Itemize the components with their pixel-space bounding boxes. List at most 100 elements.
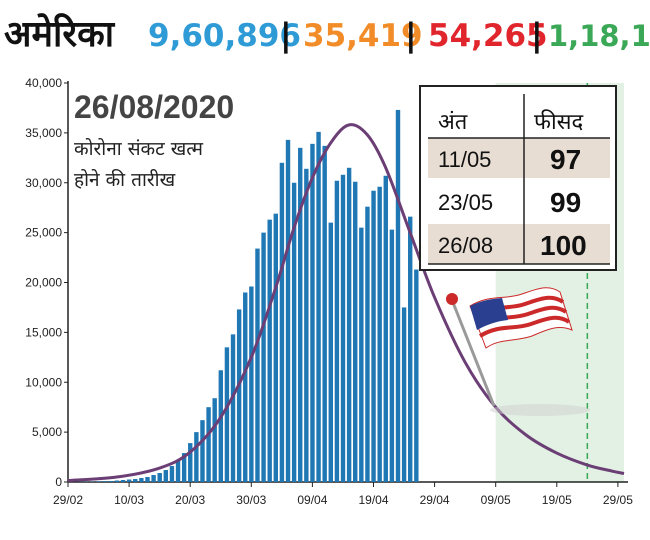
bar — [151, 475, 156, 482]
bar — [408, 216, 413, 483]
bar — [328, 222, 333, 482]
bar — [389, 229, 395, 482]
bar — [273, 213, 278, 483]
y-tick-label: 5,000 — [32, 425, 62, 439]
bar — [133, 479, 138, 482]
bar — [163, 470, 169, 482]
x-tick-label: 20/03 — [175, 493, 205, 507]
table-cell-date: 23/05 — [438, 190, 493, 215]
x-tick-label: 19/04 — [358, 493, 388, 507]
subtitle-line-1: कोरोना संकट खत्म — [74, 137, 204, 160]
chart-title: 26/08/2020 — [74, 89, 234, 125]
bar — [169, 466, 175, 482]
bar — [157, 473, 162, 482]
bar — [304, 168, 309, 482]
bar — [181, 453, 187, 482]
bar — [224, 347, 230, 482]
stat-recovered: 1,18,162 — [548, 19, 650, 53]
bar — [175, 460, 181, 482]
bar — [230, 334, 236, 482]
y-tick-label: 10,000 — [25, 375, 62, 389]
separator: | — [280, 16, 292, 55]
projection-curve — [67, 123, 625, 483]
x-tick-label: 09/04 — [297, 493, 327, 507]
bar — [139, 478, 144, 482]
table-cell-date: 26/08 — [438, 233, 493, 258]
y-tick-label: 25,000 — [25, 226, 62, 240]
stat-new-cases: 54,265 — [428, 18, 548, 54]
y-tick-label: 40,000 — [25, 76, 62, 90]
bar — [401, 307, 407, 482]
bar — [212, 398, 217, 482]
table-row-shade — [428, 224, 610, 264]
bar — [243, 292, 248, 482]
bar — [236, 309, 242, 482]
bar — [188, 443, 193, 482]
end-date-table: अंत फीसद 11/05 97 23/05 99 26/08 100 — [419, 85, 617, 271]
usa-flag-icon — [446, 287, 590, 416]
bar — [334, 180, 340, 482]
bar — [206, 407, 211, 482]
bar — [310, 143, 315, 482]
country-name: अमेरिका — [4, 13, 116, 55]
bar — [298, 147, 303, 482]
x-tick-label: 19/05 — [542, 493, 572, 507]
table-row-shade — [428, 138, 610, 178]
subtitle-line-2: होने की तारीख — [74, 168, 176, 191]
table-cell-percent: 97 — [550, 144, 581, 175]
table-header-end: अंत — [438, 109, 468, 134]
y-tick-label: 15,000 — [25, 325, 62, 339]
bar — [414, 269, 419, 482]
chart-axes: 0 5,000 10,000 15,000 20,000 25,000 30,000 35,0… — [25, 76, 633, 507]
bar — [255, 248, 260, 482]
chart: 0 5,000 10,000 15,000 20,000 25,000 30,000 35,0… — [25, 76, 633, 507]
bar — [120, 480, 126, 482]
table-cell-percent: 99 — [550, 187, 581, 218]
bar — [291, 182, 297, 482]
bar — [200, 420, 205, 482]
header-bar: अमेरिका 9,60,896 | 35,419 | 54,265 | 1,1… — [4, 13, 650, 55]
bar — [96, 481, 101, 482]
bar — [285, 139, 291, 483]
bar — [365, 206, 370, 482]
x-tick-label: 29/02 — [53, 493, 83, 507]
bar — [322, 145, 327, 482]
bar — [383, 175, 388, 482]
x-tick-label: 29/04 — [420, 493, 450, 507]
bar — [353, 181, 358, 482]
bar — [340, 174, 346, 482]
stat-total-cases: 9,60,896 — [148, 18, 301, 54]
bar — [249, 286, 254, 482]
bar — [371, 190, 376, 483]
bar — [126, 479, 132, 482]
table-cell-date: 11/05 — [438, 147, 491, 172]
bar — [359, 227, 364, 482]
bar — [108, 481, 114, 482]
bar — [261, 232, 266, 482]
y-tick-label: 20,000 — [25, 276, 62, 290]
bar — [279, 162, 285, 483]
separator: | — [405, 16, 417, 55]
bar — [194, 432, 199, 482]
y-tick-label: 35,000 — [25, 126, 62, 140]
bar — [102, 481, 107, 482]
x-tick-label: 10/03 — [114, 493, 144, 507]
daily-cases-bars — [71, 109, 419, 483]
separator: | — [531, 16, 543, 55]
stat-deaths: 35,419 — [303, 18, 423, 54]
x-tick-label: 30/03 — [236, 493, 266, 507]
bar — [114, 480, 120, 482]
bar — [145, 477, 150, 482]
bar — [267, 219, 272, 482]
y-tick-label: 0 — [55, 475, 62, 489]
table-cell-percent: 100 — [540, 230, 587, 261]
bar — [316, 131, 321, 482]
y-tick-label: 30,000 — [25, 176, 62, 190]
bar — [218, 370, 224, 482]
bar — [346, 167, 352, 482]
bar — [395, 109, 401, 483]
x-tick-label: 09/05 — [481, 493, 511, 507]
table-header-percent: फीसद — [534, 109, 584, 134]
bar — [377, 186, 382, 483]
x-tick-label: 29/05 — [603, 493, 633, 507]
